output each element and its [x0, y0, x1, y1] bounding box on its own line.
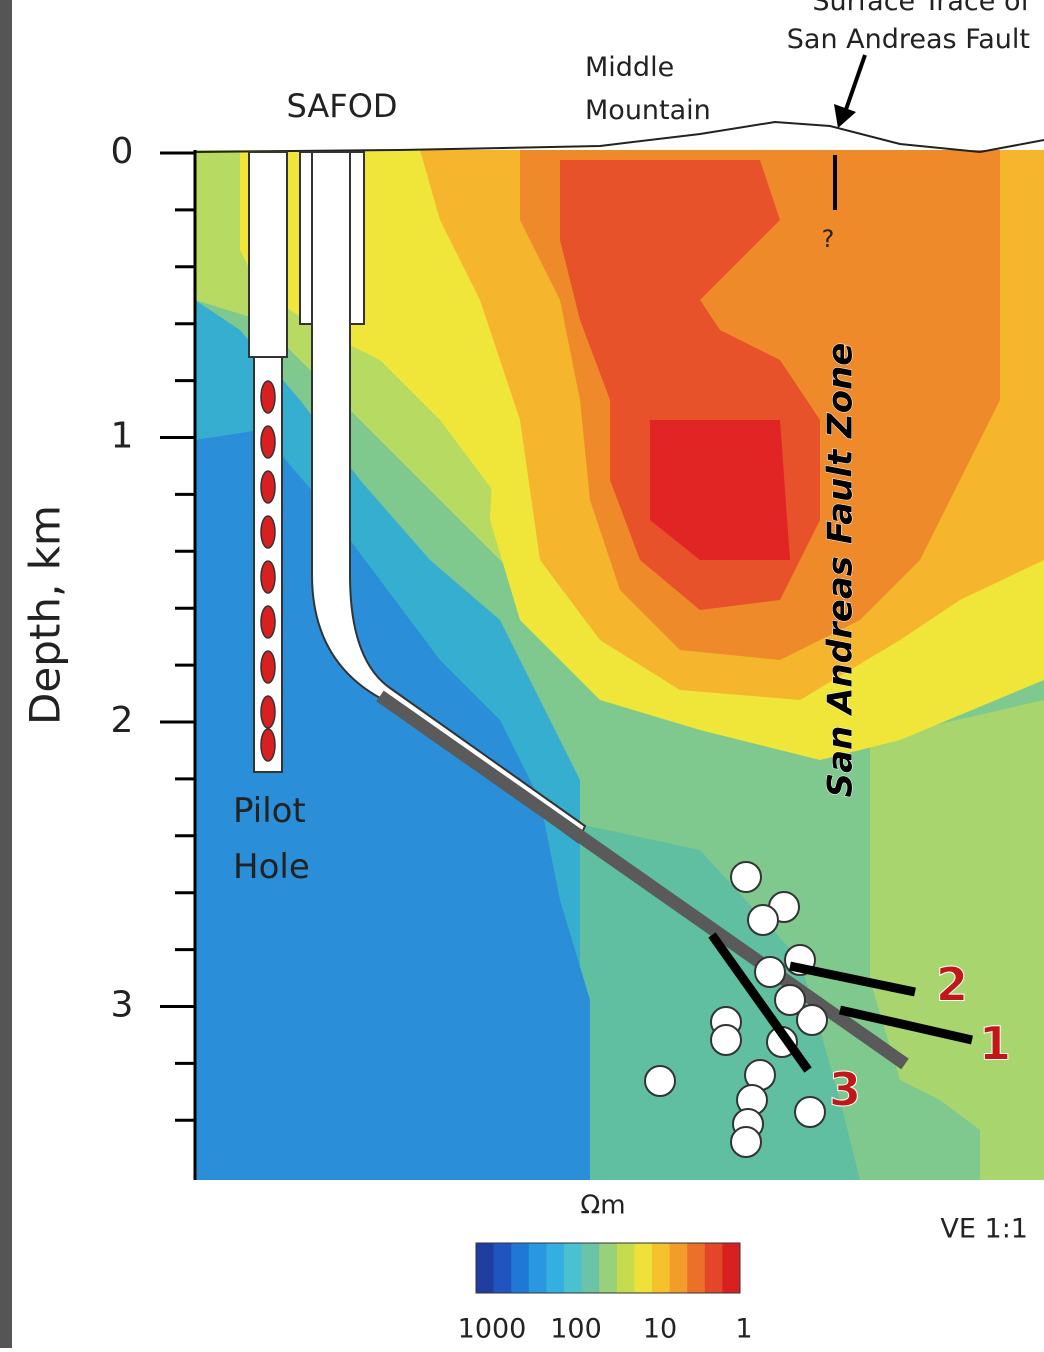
colorbar-swatch — [722, 1243, 741, 1293]
colorbar-tick-label: 10 — [643, 1314, 677, 1345]
fault-label: 1 — [979, 1017, 1011, 1071]
earthquakes — [644, 861, 828, 1158]
colorbar-swatch — [476, 1243, 495, 1293]
colorbar-swatch — [652, 1243, 671, 1293]
colorbar-frame — [475, 1242, 741, 1294]
depth-axis-title: Depth, km — [21, 505, 70, 725]
safod-label: SAFOD — [286, 87, 397, 125]
question-mark: ? — [822, 225, 835, 253]
fault-label: 3 — [829, 1063, 861, 1117]
fault-strands — [708, 932, 973, 1073]
colorbar-swatch — [687, 1243, 706, 1293]
main-hole-lower — [376, 690, 909, 1070]
pilot-casing — [248, 151, 288, 358]
colorbar-swatch — [511, 1243, 530, 1293]
fault-zone-label: San Andreas Fault Zone — [821, 343, 861, 798]
colorbar-swatch — [493, 1243, 512, 1293]
colorbar: 1000 100 10 1 — [458, 1242, 753, 1345]
colorbar-swatch — [528, 1243, 547, 1293]
fault-number-labels: 1 2 3 — [828, 957, 1011, 1117]
depth-tick-label: 3 — [111, 985, 134, 1026]
depth-tick-label: 0 — [111, 131, 134, 172]
colorbar-swatch — [564, 1243, 583, 1293]
pilot-hole-label: Pilot Hole — [233, 791, 310, 887]
topography — [194, 120, 1044, 154]
colorbar-swatch — [599, 1243, 618, 1293]
colorbar-swatch — [581, 1243, 600, 1293]
colorbar-swatch — [616, 1243, 635, 1293]
colorbar-tick-label: 100 — [550, 1314, 602, 1345]
depth-ticks: 0 1 2 3 — [111, 131, 195, 1026]
colorbar-swatch — [669, 1243, 688, 1293]
resistivity-section — [195, 150, 1044, 1180]
depth-tick-label: 2 — [111, 700, 134, 741]
arrow — [841, 54, 867, 119]
ve-label: VE 1:1 — [940, 1214, 1028, 1245]
surface-trace-label: Surface Trace of San Andreas Fault — [787, 0, 1032, 55]
colorbar-unit: Ωm — [580, 1191, 625, 1221]
colorbar-swatch — [704, 1243, 723, 1293]
colorbar-tick-label: 1000 — [458, 1314, 527, 1345]
pilot-markers — [260, 380, 276, 762]
depth-tick-label: 1 — [111, 416, 134, 457]
fault-label: 2 — [936, 958, 968, 1012]
colorbar-swatch — [546, 1243, 565, 1293]
minor-ticks — [175, 151, 195, 1122]
colorbar-swatch — [634, 1243, 653, 1293]
arrow-head — [834, 104, 856, 128]
middle-mountain-label: Middle Mountain — [585, 52, 711, 126]
colorbar-tick-label: 1 — [735, 1314, 752, 1345]
side-strip — [0, 0, 12, 1348]
